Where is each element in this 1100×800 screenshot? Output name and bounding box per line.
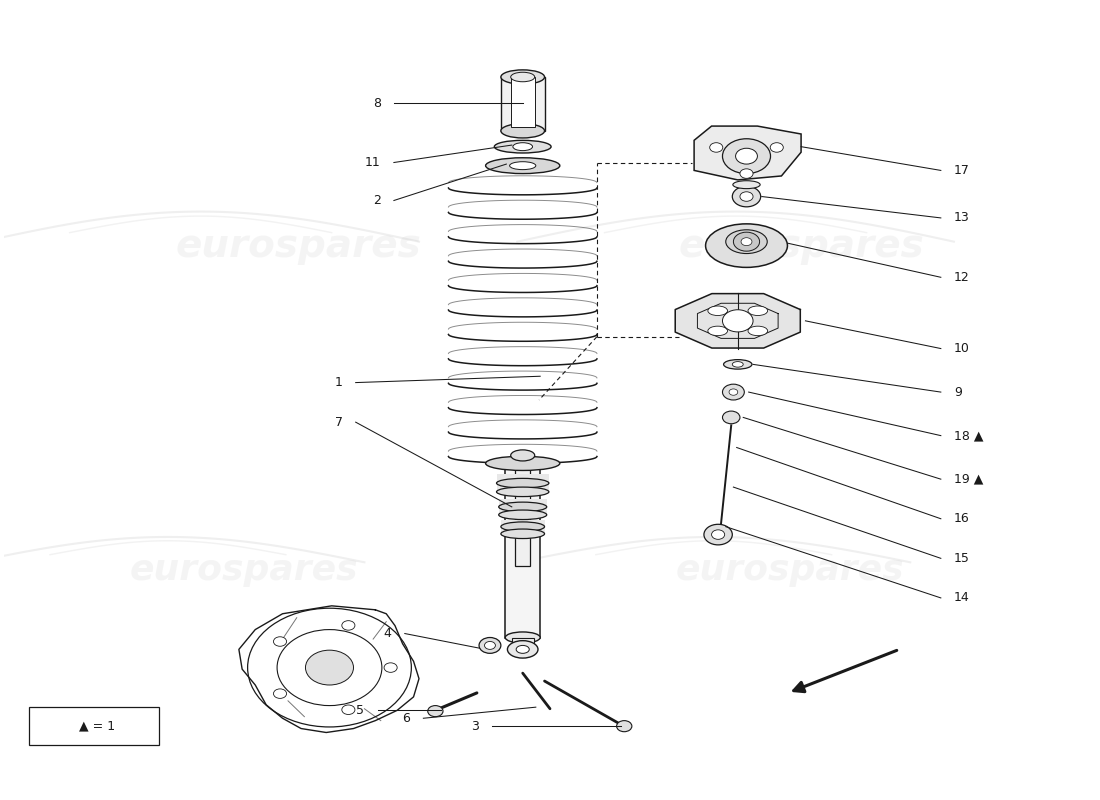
Circle shape bbox=[274, 689, 287, 698]
Text: 15: 15 bbox=[954, 552, 970, 565]
Bar bbox=[505, 463, 540, 638]
Text: 19 ▲: 19 ▲ bbox=[954, 473, 983, 486]
Ellipse shape bbox=[724, 360, 752, 369]
Circle shape bbox=[733, 186, 761, 207]
Text: eurospares: eurospares bbox=[675, 554, 904, 587]
Ellipse shape bbox=[500, 529, 544, 538]
Circle shape bbox=[478, 638, 500, 654]
Ellipse shape bbox=[505, 458, 540, 469]
Ellipse shape bbox=[510, 72, 535, 82]
Ellipse shape bbox=[516, 646, 529, 654]
Text: 12: 12 bbox=[954, 270, 970, 284]
Text: 14: 14 bbox=[954, 591, 970, 605]
Text: 18 ▲: 18 ▲ bbox=[954, 429, 983, 442]
Ellipse shape bbox=[507, 641, 538, 658]
Text: eurospares: eurospares bbox=[176, 226, 421, 265]
Text: 10: 10 bbox=[954, 342, 970, 355]
Text: eurospares: eurospares bbox=[679, 226, 924, 265]
Circle shape bbox=[306, 650, 353, 685]
Circle shape bbox=[740, 192, 754, 202]
Circle shape bbox=[384, 663, 397, 672]
Ellipse shape bbox=[748, 306, 768, 315]
Ellipse shape bbox=[513, 142, 532, 150]
Ellipse shape bbox=[708, 306, 727, 315]
Bar bbox=[496, 474, 549, 492]
Polygon shape bbox=[675, 294, 801, 348]
Circle shape bbox=[342, 705, 355, 714]
Polygon shape bbox=[694, 126, 801, 180]
Ellipse shape bbox=[733, 181, 760, 189]
Ellipse shape bbox=[496, 487, 549, 497]
Circle shape bbox=[428, 706, 443, 717]
Bar bbox=[510, 77, 535, 127]
Ellipse shape bbox=[498, 502, 547, 512]
Circle shape bbox=[723, 310, 754, 332]
Ellipse shape bbox=[726, 230, 767, 254]
Ellipse shape bbox=[494, 140, 551, 153]
Ellipse shape bbox=[500, 70, 544, 84]
Bar bbox=[498, 499, 547, 514]
Text: ▲ = 1: ▲ = 1 bbox=[79, 720, 116, 733]
Circle shape bbox=[342, 621, 355, 630]
Text: 7: 7 bbox=[334, 416, 342, 429]
Circle shape bbox=[729, 389, 738, 395]
Text: 6: 6 bbox=[403, 712, 410, 725]
Text: 11: 11 bbox=[365, 156, 381, 169]
Text: 13: 13 bbox=[954, 211, 970, 225]
Text: 8: 8 bbox=[373, 97, 381, 110]
Circle shape bbox=[712, 530, 725, 539]
Bar bbox=[512, 638, 534, 650]
Ellipse shape bbox=[705, 224, 788, 267]
Circle shape bbox=[736, 148, 758, 164]
Ellipse shape bbox=[500, 124, 544, 138]
Circle shape bbox=[274, 637, 287, 646]
Text: 3: 3 bbox=[471, 720, 478, 733]
Ellipse shape bbox=[500, 522, 544, 531]
Circle shape bbox=[740, 169, 754, 178]
Ellipse shape bbox=[748, 326, 768, 336]
Bar bbox=[500, 519, 544, 534]
Text: 16: 16 bbox=[954, 512, 970, 526]
Circle shape bbox=[741, 238, 752, 246]
Circle shape bbox=[723, 411, 740, 424]
Circle shape bbox=[710, 142, 723, 152]
Ellipse shape bbox=[733, 362, 744, 367]
Circle shape bbox=[704, 524, 733, 545]
Circle shape bbox=[723, 384, 745, 400]
Ellipse shape bbox=[708, 326, 727, 336]
Bar bbox=[500, 77, 544, 131]
Bar bbox=[515, 455, 530, 566]
Ellipse shape bbox=[485, 158, 560, 174]
Circle shape bbox=[770, 142, 783, 152]
Text: 2: 2 bbox=[373, 194, 381, 207]
Circle shape bbox=[734, 232, 760, 251]
Ellipse shape bbox=[509, 162, 536, 170]
Ellipse shape bbox=[485, 456, 560, 470]
Circle shape bbox=[617, 721, 631, 732]
Text: 1: 1 bbox=[334, 376, 342, 389]
Ellipse shape bbox=[510, 450, 535, 461]
Text: 4: 4 bbox=[384, 627, 392, 640]
Text: 9: 9 bbox=[954, 386, 961, 398]
Ellipse shape bbox=[505, 632, 540, 643]
Circle shape bbox=[723, 138, 770, 174]
Text: eurospares: eurospares bbox=[130, 554, 359, 587]
Text: 17: 17 bbox=[954, 164, 970, 177]
Ellipse shape bbox=[498, 510, 547, 519]
Text: 5: 5 bbox=[356, 704, 364, 717]
Ellipse shape bbox=[496, 478, 549, 488]
Circle shape bbox=[484, 642, 495, 650]
